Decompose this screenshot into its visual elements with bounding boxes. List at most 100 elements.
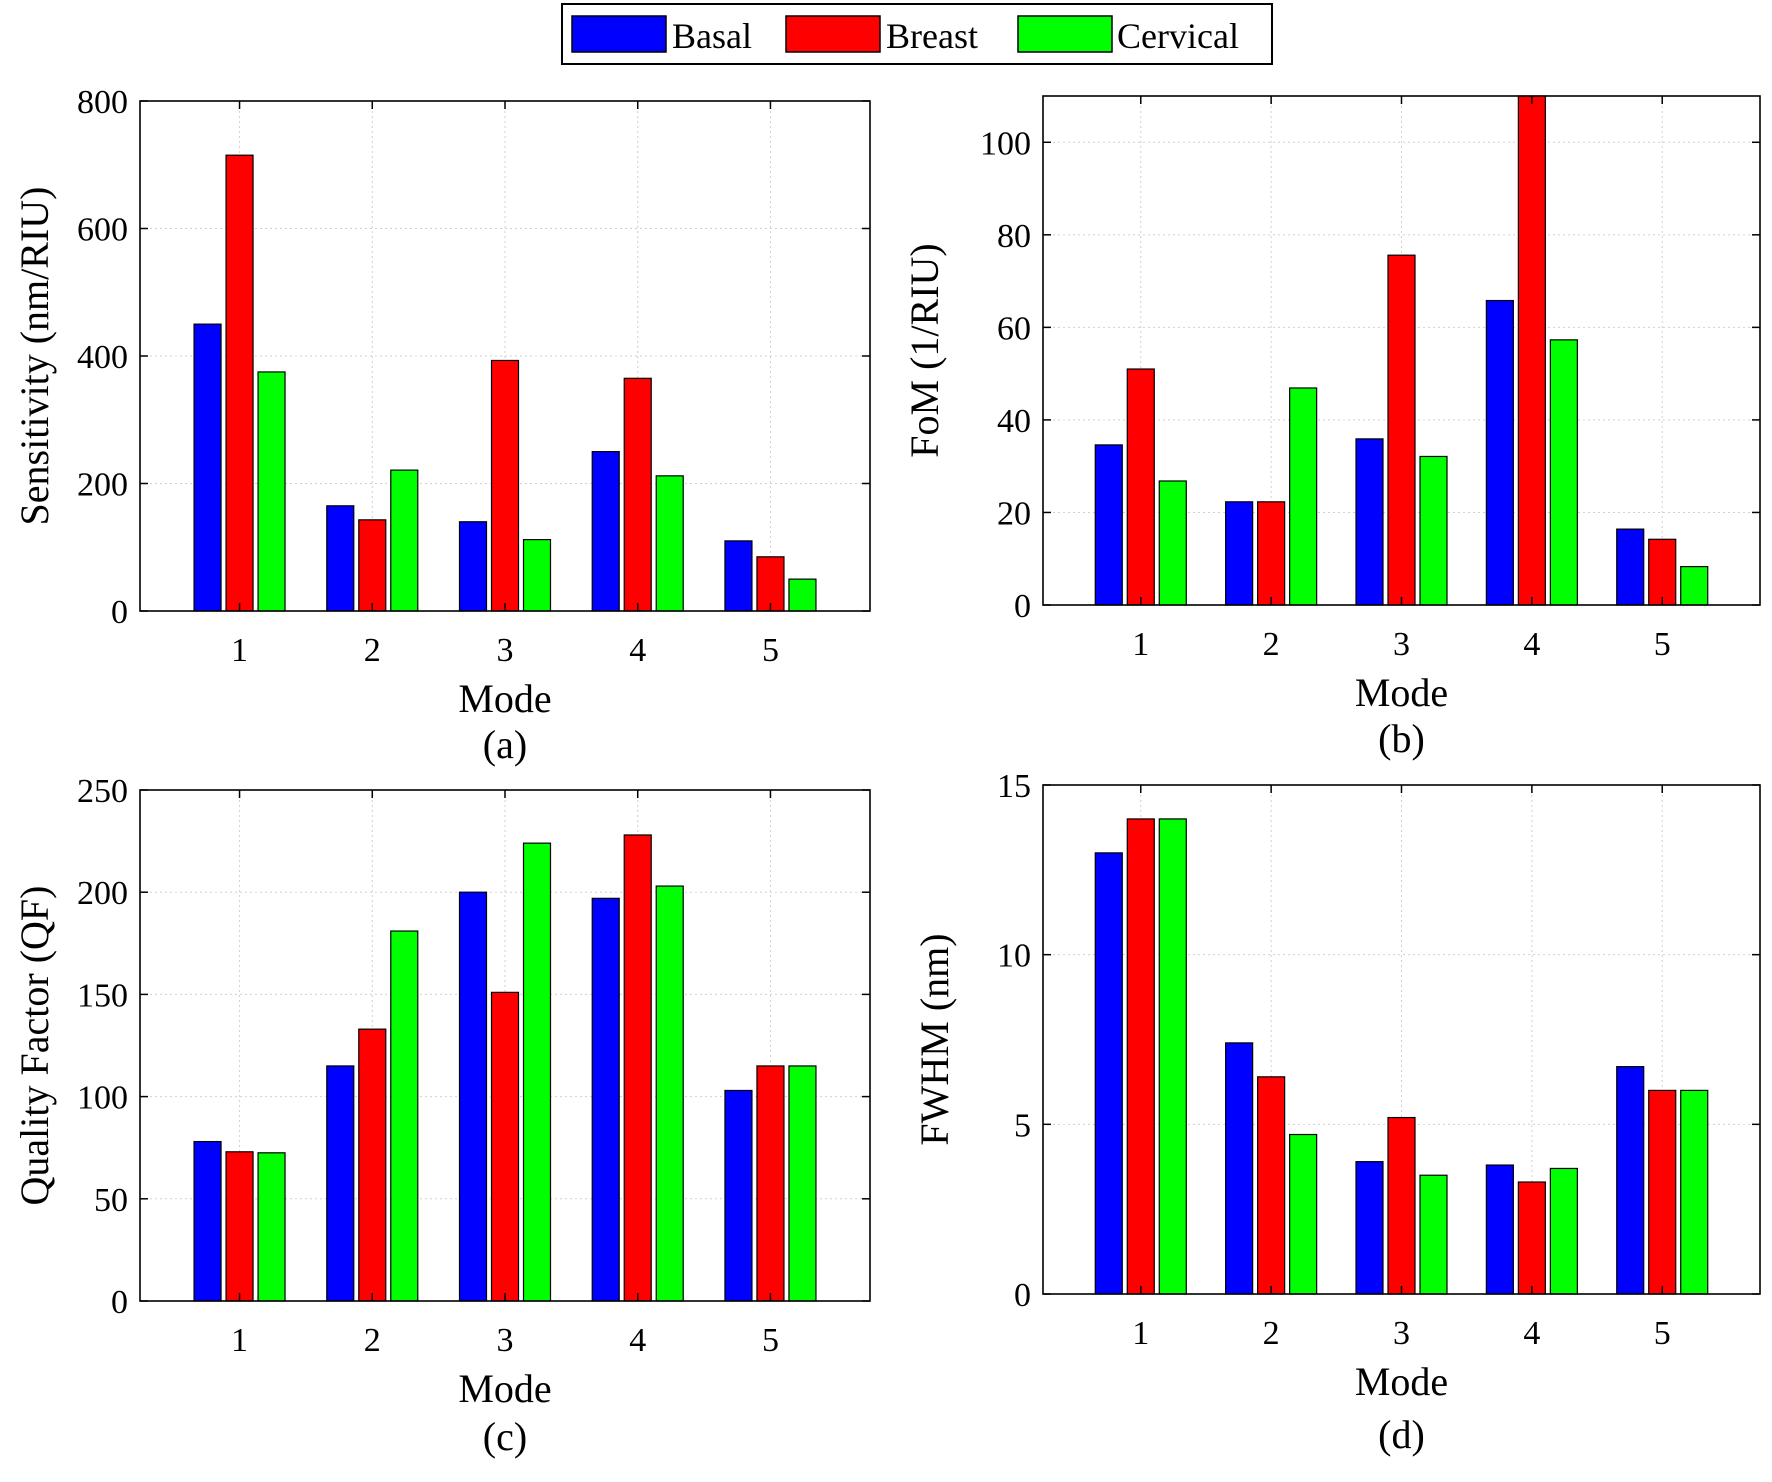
bar-breast-mode-5 [1648,538,1677,606]
x-tick-label: 2 [1263,1315,1280,1352]
y-tick-label: 40 [997,403,1031,440]
bar-breast-mode-3 [490,991,520,1302]
x-tick-label: 2 [1263,626,1280,663]
x-tick-label: 1 [1132,626,1149,663]
panel-label: (d) [1378,1412,1425,1457]
x-tick-label: 4 [629,1322,646,1359]
bar-cervical-mode-4 [1549,1167,1578,1295]
y-tick-label: 100 [980,125,1031,162]
y-axis-label: Sensitivity (nm/RIU) [12,187,57,526]
x-tick-label: 3 [1393,626,1410,663]
bar-breast-mode-5 [1648,1089,1677,1295]
y-tick-label: 0 [111,594,128,631]
legend-swatch-cervical [1017,15,1113,53]
bar-breast-mode-1 [225,1151,254,1302]
y-tick-label: 250 [77,773,128,810]
x-tick-label: 5 [1654,626,1671,663]
y-tick-label: 150 [77,977,128,1014]
x-tick-label: 4 [1523,626,1540,663]
y-tick-label: 0 [111,1284,128,1321]
legend-swatch-basal [571,15,667,53]
legend-label-cervical: Cervical [1117,16,1239,56]
bar-breast-mode-4 [623,834,652,1302]
bar-basal-mode-5 [724,1089,753,1302]
bar-basal-mode-3 [458,521,488,612]
x-tick-label: 1 [231,1322,248,1359]
y-tick-label: 200 [77,467,128,504]
x-tick-label: 5 [762,1322,779,1359]
bar-basal-mode-1 [1094,444,1123,606]
y-tick-label: 80 [997,218,1031,255]
bar-basal-mode-1 [193,1140,222,1302]
bar-basal-mode-3 [458,891,488,1302]
bar-cervical-mode-2 [390,930,419,1302]
bar-breast-mode-1 [1126,818,1155,1295]
panel-label: (b) [1378,716,1425,761]
x-tick-label: 3 [1393,1315,1410,1352]
panel-b-fom: 0 20 40 60 80 100 1 2 3 4 5 Mode(b) FoM (1/RIU) [902,95,1761,761]
y-tick-label: 100 [77,1080,128,1117]
panel-label: (a) [483,722,527,767]
bar-cervical-mode-1 [1158,818,1187,1295]
y-tick-label: 50 [94,1182,128,1219]
bar-cervical-mode-2 [390,469,419,612]
x-axis-label: Mode [1355,1359,1448,1404]
bar-cervical-mode-1 [257,1152,286,1302]
bar-basal-mode-5 [1616,528,1645,606]
legend-box [561,3,1273,65]
y-tick-label: 60 [997,310,1031,347]
x-tick-label: 5 [1654,1315,1671,1352]
x-axis-label: Mode [1355,670,1448,715]
bar-cervical-mode-2 [1289,387,1318,606]
bar-basal-mode-1 [193,323,222,612]
bar-breast-mode-1 [225,154,254,612]
bar-breast-mode-4 [1517,1181,1546,1295]
x-tick-label: 2 [364,632,381,669]
bar-cervical-mode-1 [1158,480,1187,606]
bar-cervical-mode-5 [1680,1089,1709,1295]
x-axis-label: Mode [458,676,551,721]
bar-breast-mode-4 [1517,95,1546,606]
legend-label-breast: Breast [886,16,978,56]
y-tick-label: 15 [997,768,1031,805]
legend: Basal Breast Cervical [561,3,1273,65]
bar-basal-mode-4 [591,451,620,612]
bar-basal-mode-4 [591,897,620,1302]
bar-breast-mode-2 [1257,501,1286,606]
x-tick-label: 1 [231,632,248,669]
x-axis-label: Mode [458,1366,551,1411]
panel-label: (c) [483,1414,527,1459]
bar-cervical-mode-1 [257,371,286,612]
y-tick-label: 0 [1014,588,1031,625]
y-axis-label: Quality Factor (QF) [12,886,57,1206]
panel-a-sensitivity: 0 200 400 600 800 1 2 3 4 5 Mode(a) Sensitivity (nm… [12,84,871,767]
bar-basal-mode-2 [1225,501,1254,606]
y-tick-label: 0 [1014,1277,1031,1314]
bar-cervical-mode-5 [1680,565,1709,606]
bar-basal-mode-5 [724,540,753,612]
y-axis-label: FoM (1/RIU) [902,243,947,457]
bar-cervical-mode-2 [1289,1133,1318,1295]
bar-basal-mode-2 [326,1065,355,1302]
y-tick-label: 800 [77,84,128,121]
y-tick-label: 600 [77,212,128,249]
x-tick-label: 5 [762,632,779,669]
bar-breast-mode-3 [1387,1116,1416,1295]
x-tick-label: 4 [629,632,646,669]
x-tick-label: 1 [1132,1315,1149,1352]
legend-swatch-breast [785,15,881,53]
bar-basal-mode-1 [1094,852,1123,1295]
bar-cervical-mode-4 [655,885,684,1302]
bar-breast-mode-2 [358,1028,387,1302]
bar-breast-mode-5 [756,1065,785,1302]
bar-basal-mode-2 [1225,1042,1254,1295]
bar-cervical-mode-5 [788,1065,817,1302]
x-tick-label: 3 [497,632,514,669]
bar-cervical-mode-4 [655,475,684,612]
y-tick-label: 200 [77,875,128,912]
bar-cervical-mode-5 [788,578,817,612]
bar-breast-mode-4 [623,377,652,612]
x-tick-label: 4 [1523,1315,1540,1352]
y-tick-label: 400 [77,339,128,376]
